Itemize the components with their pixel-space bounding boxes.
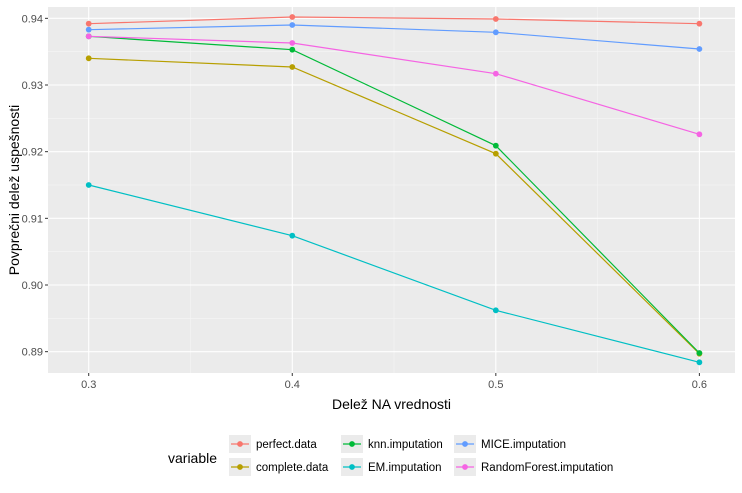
legend-items: perfect.data complete.data knn.imputation E… [229, 435, 613, 476]
data-point-mice-imputation [85, 26, 92, 33]
series-line-perfect-data [88, 16, 700, 25]
x-tick-label: 0.5 [488, 379, 503, 391]
legend-key-point [349, 441, 355, 447]
legend-label: RandomForest.imputation [481, 462, 613, 474]
legend-label: complete.data [256, 462, 329, 474]
legend-item-mice-imputation: MICE.imputation [454, 435, 566, 453]
series-line-knn-imputation [88, 35, 700, 354]
data-point-complete-data [85, 55, 92, 62]
data-point-randomforest-imputation [696, 131, 703, 138]
data-point-em-imputation [289, 232, 296, 239]
series-line-complete-data [88, 57, 700, 355]
data-point-complete-data [492, 150, 499, 157]
y-tick-label: 0.91 [22, 213, 43, 225]
legend-item-perfect-data: perfect.data [229, 435, 317, 453]
legend-label: EM.imputation [368, 462, 442, 474]
legend-key-point [349, 464, 355, 470]
y-tick-label: 0.89 [22, 347, 43, 359]
legend-item-complete-data: complete.data [229, 458, 329, 476]
x-tick-label: 0.3 [81, 379, 96, 391]
series-points [85, 14, 703, 366]
legend-item-randomforest-imputation: RandomForest.imputation [454, 458, 613, 476]
data-point-perfect-data [289, 14, 296, 20]
y-tick-label: 0.90 [22, 280, 43, 292]
y-axis-ticks: 0.89 0.90 0.91 0.92 0.93 0.94 [22, 13, 48, 359]
legend-key-point [462, 441, 468, 447]
data-point-mice-imputation [492, 29, 499, 36]
data-point-complete-data [289, 64, 296, 70]
legend-item-em-imputation: EM.imputation [341, 458, 442, 476]
y-tick-label: 0.94 [22, 13, 43, 25]
x-tick-label: 0.6 [692, 379, 707, 391]
series-line-randomforest-imputation [88, 35, 700, 135]
x-axis-ticks: 0.3 0.4 0.5 0.6 [81, 373, 707, 391]
series-line-mice-imputation [88, 24, 700, 50]
legend-label: MICE.imputation [481, 439, 566, 451]
y-tick-label: 0.93 [22, 80, 43, 92]
data-point-knn-imputation [492, 142, 499, 149]
legend-key-point [462, 464, 468, 470]
y-axis-title: Povprečni delež uspešnosti [6, 105, 22, 275]
data-point-perfect-data [85, 20, 92, 27]
data-point-mice-imputation [289, 22, 296, 28]
legend-label: knn.imputation [368, 439, 443, 451]
legend-item-knn-imputation: knn.imputation [341, 435, 443, 453]
data-point-randomforest-imputation [85, 33, 92, 40]
legend: variable perfect.data complete.data knn.im… [168, 435, 613, 476]
data-point-randomforest-imputation [492, 70, 499, 77]
data-point-knn-imputation [289, 46, 296, 53]
data-point-perfect-data [492, 16, 499, 22]
x-tick-label: 0.4 [285, 379, 300, 391]
data-point-mice-imputation [696, 46, 703, 52]
legend-key-point [237, 441, 243, 447]
plot-panel [48, 7, 735, 373]
y-tick-label: 0.92 [22, 147, 43, 159]
data-point-perfect-data [696, 20, 703, 27]
legend-key-point [237, 464, 243, 470]
x-axis-title: Delež NA vrednosti [332, 396, 451, 412]
data-point-em-imputation [696, 359, 703, 366]
data-point-em-imputation [85, 182, 92, 188]
data-point-em-imputation [492, 307, 499, 314]
data-point-randomforest-imputation [289, 40, 296, 46]
minor-gridlines [48, 7, 735, 373]
series-line-em-imputation [88, 184, 700, 363]
series-lines [88, 16, 700, 363]
data-point-knn-imputation [696, 350, 703, 356]
legend-label: perfect.data [256, 439, 317, 451]
legend-title: variable [168, 450, 217, 466]
